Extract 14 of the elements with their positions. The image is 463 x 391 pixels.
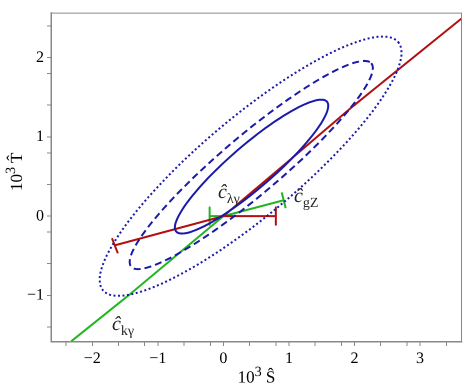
x-tick-label: 3 xyxy=(416,350,424,367)
y-tick-label: −1 xyxy=(26,286,44,304)
x-tick-label: 2 xyxy=(350,350,358,367)
x-tick-label: 0 xyxy=(219,350,228,367)
x-tick-label: 1 xyxy=(284,350,293,367)
y-tick-label: 2 xyxy=(36,48,44,66)
y-tick-label: 1 xyxy=(36,128,44,146)
y-tick-label: 0 xyxy=(36,207,44,224)
annotation: ĉ$_{λγ}$ xyxy=(218,181,240,207)
x-axis-title: 10$^{3}$ Ŝ xyxy=(238,364,276,387)
x-tick-label: −2 xyxy=(84,350,101,367)
x-tick-label: −1 xyxy=(149,350,166,367)
annotation: ĉ$_{gZ}$ xyxy=(294,185,318,211)
annotation: ĉ$_{kγ}$ xyxy=(112,313,134,339)
